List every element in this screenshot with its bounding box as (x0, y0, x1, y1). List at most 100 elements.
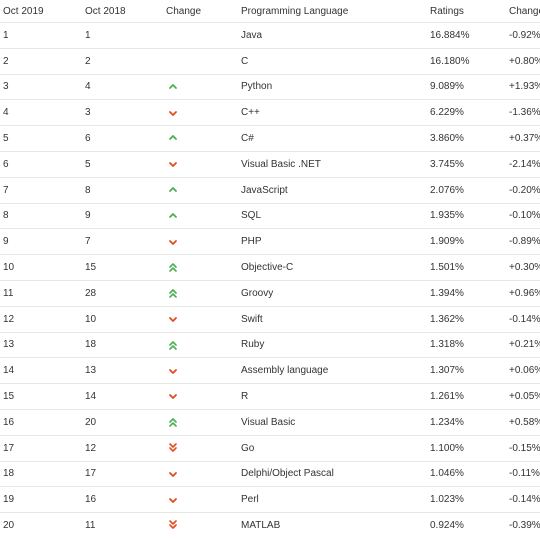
rating-change-cell: -1.36% (509, 107, 540, 119)
rank-2018-cell: 14 (85, 390, 97, 402)
table-row: 5 6 C# 3.860% +0.37% (0, 125, 540, 151)
rank-2018-cell: 11 (85, 519, 96, 531)
rank-2019-cell: 14 (3, 365, 15, 377)
rating-change-cell: +0.37% (509, 132, 540, 144)
rating-cell: 1.261% (430, 390, 464, 402)
table-row: 10 15 Objective-C 1.501% +0.30% (0, 254, 540, 280)
rank-2018-cell: 5 (85, 158, 91, 170)
table-row: 14 13 Assembly language 1.307% +0.06% (0, 357, 540, 383)
table-row: 13 18 Ruby 1.318% +0.21% (0, 331, 540, 358)
rating-cell: 1.234% (430, 416, 464, 428)
trend-cell (166, 152, 236, 177)
table-row: 11 28 Groovy 1.394% +0.96% (0, 280, 540, 306)
rank-2019-cell: 12 (3, 313, 15, 325)
rating-cell: 16.884% (430, 29, 470, 41)
rating-change-cell: +1.93% (509, 81, 540, 93)
header-rating-change: Change (509, 5, 540, 17)
rating-change-cell: +0.58% (509, 416, 540, 428)
rating-cell: 3.745% (430, 158, 464, 170)
arrow-down-icon (167, 390, 179, 402)
rank-2019-cell: 5 (3, 132, 9, 144)
rating-change-cell: -0.89% (509, 236, 540, 248)
rank-2018-cell: 28 (85, 287, 97, 299)
table-row: 1 1 Java 16.884% -0.92% (0, 22, 540, 48)
header-change: Change (166, 5, 202, 17)
trend-cell (166, 462, 236, 487)
trend-cell (166, 178, 236, 203)
arrow-down-icon (167, 494, 179, 506)
rank-2018-cell: 6 (85, 132, 91, 144)
trend-cell (166, 100, 236, 125)
rating-change-cell: -2.14% (509, 158, 540, 170)
table-body: 1 1 Java 16.884% -0.92% 2 2 C 16.180% +0.80% 3 4 Pyt… (0, 22, 540, 540)
rank-2019-cell: 6 (3, 158, 9, 170)
rank-2018-cell: 20 (85, 416, 97, 428)
rating-change-cell: -0.39% (509, 519, 540, 531)
rank-2019-cell: 16 (3, 416, 15, 428)
rank-2018-cell: 3 (85, 107, 91, 119)
rank-2018-cell: 9 (85, 210, 91, 222)
arrow-down-icon (167, 468, 179, 480)
table-row: 12 10 Swift 1.362% -0.14% (0, 305, 540, 332)
arrow-down-icon (167, 313, 179, 325)
double-arrow-down-icon (167, 519, 179, 531)
arrow-down-icon (167, 365, 179, 377)
double-arrow-down-icon (167, 442, 179, 454)
rating-cell: 1.362% (430, 313, 464, 325)
rating-change-cell: -0.10% (509, 210, 540, 222)
language-cell: MATLAB (241, 519, 281, 531)
rating-cell: 1.394% (430, 287, 464, 299)
language-cell: Perl (241, 494, 259, 506)
table-row: 15 14 R 1.261% +0.05% (0, 383, 540, 409)
rank-2019-cell: 1 (3, 29, 9, 41)
language-cell: Swift (241, 313, 263, 325)
rank-2019-cell: 17 (3, 442, 15, 454)
table-row: 9 7 PHP 1.909% -0.89% (0, 228, 540, 254)
double-arrow-up-icon (167, 339, 179, 351)
rank-2019-cell: 7 (3, 184, 9, 196)
double-arrow-up-icon (167, 261, 179, 273)
rating-change-cell: +0.05% (509, 390, 540, 402)
language-cell: Visual Basic (241, 416, 296, 428)
rating-change-cell: +0.21% (509, 339, 540, 351)
trend-cell (166, 75, 236, 100)
rating-change-cell: -0.14% (509, 313, 540, 325)
rank-2019-cell: 3 (3, 81, 9, 93)
rank-2018-cell: 15 (85, 261, 97, 273)
rating-change-cell: -0.15% (509, 442, 540, 454)
rank-2018-cell: 2 (85, 55, 91, 67)
language-cell: PHP (241, 236, 262, 248)
arrow-up-icon (167, 81, 179, 93)
rating-cell: 0.924% (430, 519, 464, 531)
language-cell: Objective-C (241, 261, 294, 273)
header-programming-language: Programming Language (241, 5, 349, 17)
language-cell: Groovy (241, 287, 274, 299)
table-row: 16 20 Visual Basic 1.234% +0.58% (0, 409, 540, 435)
rank-2018-cell: 17 (85, 468, 97, 480)
arrow-up-icon (167, 210, 179, 222)
table-row: 6 5 Visual Basic .NET 3.745% -2.14% (0, 151, 540, 177)
arrow-up-icon (167, 184, 179, 196)
rating-cell: 1.909% (430, 236, 464, 248)
rank-2018-cell: 8 (85, 184, 91, 196)
language-cell: C# (241, 132, 254, 144)
rank-2018-cell: 18 (85, 339, 97, 351)
language-cell: Assembly language (241, 365, 329, 377)
rank-2019-cell: 18 (3, 468, 15, 480)
language-cell: Ruby (241, 339, 265, 351)
rating-cell: 1.046% (430, 468, 464, 480)
trend-cell (166, 436, 236, 461)
table-row: 19 16 Perl 1.023% -0.14% (0, 486, 540, 512)
language-cell: Delphi/Object Pascal (241, 468, 334, 480)
double-arrow-up-icon (167, 416, 179, 428)
table-row: 7 8 JavaScript 2.076% -0.20% (0, 176, 540, 203)
rank-2019-cell: 4 (3, 107, 9, 119)
language-cell: R (241, 390, 249, 402)
rank-2019-cell: 10 (3, 261, 15, 273)
rank-2018-cell: 4 (85, 81, 91, 93)
rank-2018-cell: 13 (85, 365, 97, 377)
rating-cell: 6.229% (430, 107, 464, 119)
language-cell: Go (241, 442, 255, 454)
rank-2019-cell: 11 (3, 287, 14, 299)
table-header: Oct 2019 Oct 2018 Change Programming Lan… (0, 0, 540, 22)
